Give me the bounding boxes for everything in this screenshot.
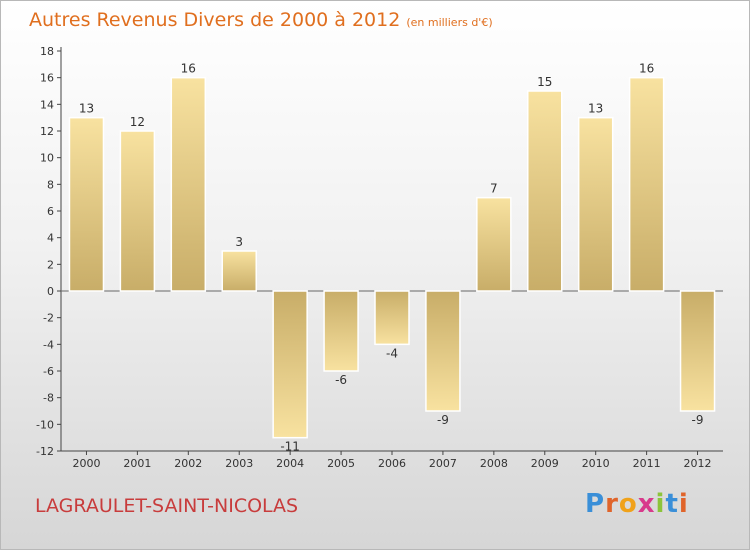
data-label: -9 [437, 413, 449, 427]
x-tick-label: 2012 [684, 457, 712, 470]
bar [425, 290, 461, 412]
bar [628, 76, 665, 292]
x-tick-label: 2007 [429, 457, 457, 470]
bar [577, 116, 614, 292]
data-label: 16 [639, 62, 654, 76]
y-tick-label: 12 [40, 125, 54, 138]
data-label: 13 [79, 102, 94, 116]
y-tick-label: 0 [47, 285, 54, 298]
bar [170, 76, 207, 292]
x-tick-label: 2010 [582, 457, 610, 470]
location-name: LAGRAULET-SAINT-NICOLAS [35, 495, 299, 517]
data-label: 3 [235, 235, 243, 249]
x-tick-label: 2008 [480, 457, 508, 470]
y-tick-label: 4 [47, 232, 54, 245]
chart-title: Autres Revenus Divers de 2000 à 2012 (en … [29, 9, 493, 31]
data-label: 13 [588, 102, 603, 116]
logo-letter: t [665, 489, 679, 519]
x-tick-label: 2005 [327, 457, 355, 470]
bar [476, 196, 512, 292]
logo-letter: i [655, 489, 666, 519]
data-label: -4 [386, 346, 398, 360]
y-tick-label: -2 [43, 312, 54, 325]
bar [119, 130, 156, 292]
y-tick-label: 8 [47, 178, 54, 191]
x-tick-label: 2011 [633, 457, 661, 470]
bar [272, 290, 308, 439]
data-label: 15 [537, 75, 552, 89]
y-tick-label: -6 [43, 365, 54, 378]
y-tick-label: -10 [36, 418, 54, 431]
y-tick-label: 18 [40, 45, 54, 58]
bar [323, 290, 359, 372]
y-tick-label: 10 [40, 152, 54, 165]
y-tick-label: -12 [36, 445, 54, 458]
data-label: 12 [130, 115, 145, 129]
data-label: 16 [181, 62, 196, 76]
x-tick-label: 2003 [225, 457, 253, 470]
y-tick-label: -8 [43, 392, 54, 405]
data-label: -6 [335, 373, 347, 387]
data-label: -9 [692, 413, 704, 427]
x-tick-label: 2009 [531, 457, 559, 470]
y-tick-label: -4 [43, 338, 54, 351]
bar [527, 90, 563, 292]
chart-subtitle: (en milliers d'€) [406, 16, 493, 29]
x-tick-label: 2001 [123, 457, 151, 470]
y-tick-label: 14 [40, 98, 54, 111]
bar [679, 290, 716, 412]
data-label: 7 [490, 182, 498, 196]
proxiti-logo[interactable]: Proxiti [585, 489, 689, 519]
x-tick-label: 2002 [174, 457, 202, 470]
y-tick-label: 6 [47, 205, 54, 218]
logo-letter: i [678, 489, 689, 519]
y-tick-label: 2 [47, 258, 54, 271]
x-tick-label: 2000 [72, 457, 100, 470]
bar [374, 290, 410, 346]
x-tick-label: 2006 [378, 457, 406, 470]
data-label: -11 [280, 440, 300, 454]
logo-letter: o [618, 489, 638, 519]
y-tick-label: 16 [40, 72, 54, 85]
x-tick-label: 2004 [276, 457, 304, 470]
bar [221, 250, 257, 292]
bar [68, 116, 105, 292]
logo-letter: x [637, 489, 656, 519]
logo-letter: P [585, 489, 606, 519]
logo-letter: r [605, 489, 619, 519]
